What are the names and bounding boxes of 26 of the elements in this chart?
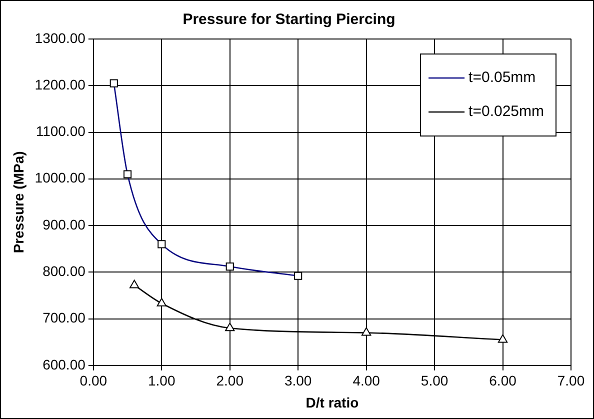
x-tick-label: 4.00 — [352, 372, 380, 389]
x-tick-label: 2.00 — [216, 372, 244, 389]
chart-title: Pressure for Starting Piercing — [182, 11, 396, 28]
x-tick-label: 7.00 — [557, 372, 585, 389]
x-tick-label: 3.00 — [284, 372, 312, 389]
y-tick-label: 900.00 — [42, 216, 86, 232]
x-tick-label: 6.00 — [489, 372, 517, 389]
y-tick-label: 1100.00 — [36, 123, 86, 140]
x-tick-label: 5.00 — [420, 372, 448, 389]
y-tick-label: 1200.00 — [34, 76, 86, 92]
y-tick-label: 600.00 — [42, 356, 86, 372]
point — [156, 298, 166, 306]
y-tick-label: 1300.00 — [34, 30, 86, 46]
x-axis-title: D/t ratio — [306, 394, 359, 410]
y-tick-label: 800.00 — [42, 263, 86, 279]
point — [498, 334, 508, 343]
point — [361, 327, 372, 336]
y-tick-label: 700.00 — [42, 310, 86, 326]
y-axis-title: Pressure (MPa) — [10, 151, 26, 254]
legend-label: t=0.025mm — [468, 103, 544, 120]
point — [130, 280, 140, 288]
y-tick-label: 1000.00 — [34, 170, 86, 186]
point — [225, 322, 235, 332]
x-tick-label: 0.00 — [80, 372, 108, 389]
legend-label: t=0.05mm — [468, 69, 536, 86]
x-tick-label: 1.00 — [148, 372, 176, 389]
